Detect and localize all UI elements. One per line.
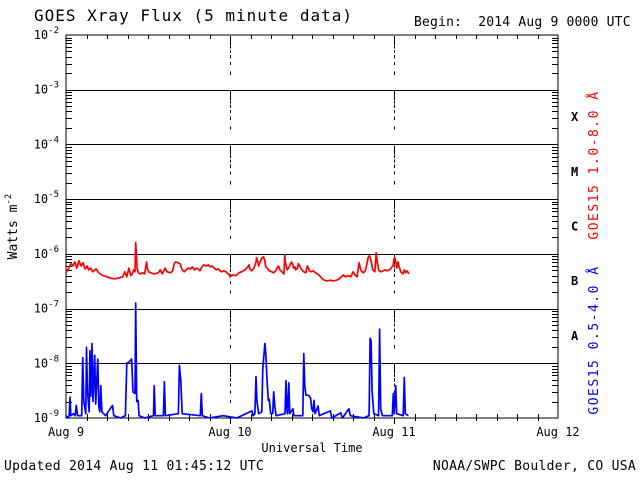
x-minor-ticks: [87, 35, 539, 424]
svg-text:10-8: 10-8: [34, 354, 59, 370]
plot-frame: [65, 34, 559, 419]
series-long-band: [65, 241, 410, 282]
chart-title: GOES Xray Flux (5 minute data): [34, 6, 353, 25]
svg-text:10-5: 10-5: [34, 190, 59, 206]
svg-text:X: X: [571, 110, 579, 124]
svg-text:10-6: 10-6: [34, 245, 59, 261]
svg-text:10-4: 10-4: [34, 135, 59, 151]
svg-text:10-2: 10-2: [34, 26, 59, 42]
x-axis-title: Universal Time: [261, 441, 362, 455]
svg-text:Watts m-2: Watts m-2: [4, 194, 21, 260]
flare-class-labels: X M C B A: [571, 110, 579, 343]
svg-text:Aug 10: Aug 10: [208, 425, 251, 439]
svg-text:Aug 11: Aug 11: [372, 425, 415, 439]
y-axis-title: Watts m-2: [4, 194, 21, 260]
svg-text:M: M: [571, 165, 578, 179]
begin-time-label: Begin: 2014 Aug 9 0000 UTC: [414, 15, 631, 30]
svg-text:B: B: [571, 274, 578, 288]
y-tick-labels: 10-2 10-3 10-4 10-5 10-6 10-7 10-8 10-9: [34, 26, 59, 425]
svg-text:Aug 12: Aug 12: [536, 425, 579, 439]
svg-text:10-7: 10-7: [34, 300, 59, 316]
svg-text:C: C: [571, 220, 578, 234]
svg-text:A: A: [571, 329, 579, 343]
series-label-short-band: GOES15 0.5-4.0 Å: [586, 265, 602, 414]
y-major-gridlines: [66, 90, 558, 364]
svg-text:GOES15 0.5-4.0 Å: GOES15 0.5-4.0 Å: [586, 265, 602, 414]
series-short-band: [65, 302, 409, 419]
series-label-long-band: GOES15 1.0-8.0 Å: [586, 90, 602, 239]
svg-text:10-3: 10-3: [34, 81, 59, 97]
noaa-credit: NOAA/SWPC Boulder, CO USA: [432, 459, 636, 474]
x-tick-labels: Aug 9 Aug 10 Aug 11 Aug 12: [48, 425, 580, 439]
svg-text:Universal Time: Universal Time: [261, 441, 362, 455]
svg-text:Aug 9: Aug 9: [48, 425, 84, 439]
svg-text:10-9: 10-9: [34, 409, 59, 425]
svg-text:GOES15 1.0-8.0 Å: GOES15 1.0-8.0 Å: [586, 90, 602, 239]
y-minor-ticks: [66, 38, 558, 403]
updated-timestamp: Updated 2014 Aug 11 01:45:12 UTC: [4, 459, 265, 474]
